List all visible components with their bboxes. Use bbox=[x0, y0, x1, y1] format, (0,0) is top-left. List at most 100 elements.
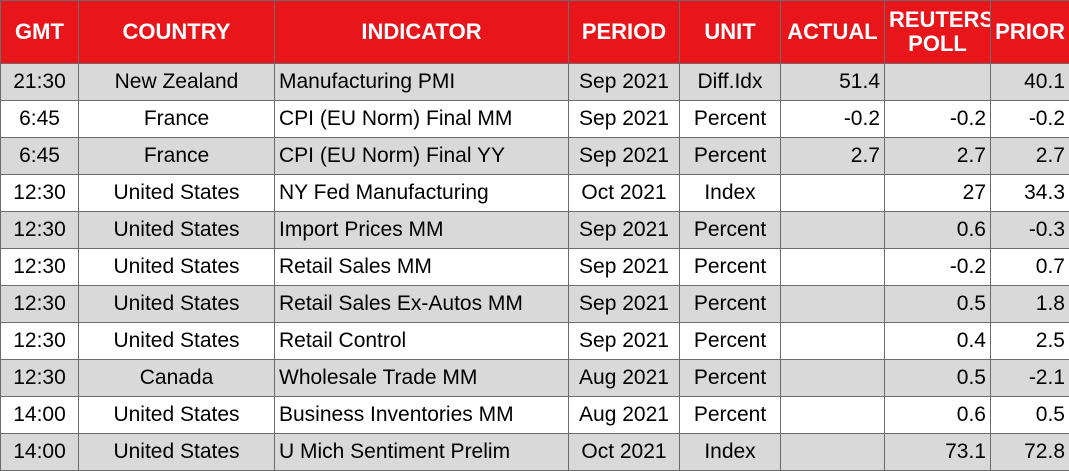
cell-unit: Diff.Idx bbox=[680, 64, 781, 101]
cell-unit: Index bbox=[680, 175, 781, 212]
header-row: GMT COUNTRY INDICATOR PERIOD UNIT ACTUAL… bbox=[1, 1, 1069, 64]
cell-indicator: NY Fed Manufacturing bbox=[275, 175, 569, 212]
cell-reuters-poll: 0.6 bbox=[885, 212, 991, 249]
cell-reuters-poll: 0.6 bbox=[885, 397, 991, 434]
cell-gmt: 12:30 bbox=[1, 360, 79, 397]
cell-reuters-poll: -0.2 bbox=[885, 249, 991, 286]
cell-country: France bbox=[79, 101, 275, 138]
cell-gmt: 21:30 bbox=[1, 64, 79, 101]
cell-gmt: 14:00 bbox=[1, 434, 79, 471]
cell-prior: 2.7 bbox=[991, 138, 1069, 175]
cell-period: Oct 2021 bbox=[569, 175, 680, 212]
cell-prior: 40.1 bbox=[991, 64, 1069, 101]
cell-indicator: Wholesale Trade MM bbox=[275, 360, 569, 397]
cell-period: Sep 2021 bbox=[569, 249, 680, 286]
header-actual: ACTUAL bbox=[781, 1, 885, 64]
cell-country: United States bbox=[79, 323, 275, 360]
cell-period: Sep 2021 bbox=[569, 64, 680, 101]
cell-reuters-poll bbox=[885, 64, 991, 101]
cell-country: United States bbox=[79, 249, 275, 286]
header-poll-line2: POLL bbox=[889, 32, 986, 56]
cell-gmt: 14:00 bbox=[1, 397, 79, 434]
cell-reuters-poll: 2.7 bbox=[885, 138, 991, 175]
cell-period: Sep 2021 bbox=[569, 212, 680, 249]
cell-actual bbox=[781, 286, 885, 323]
cell-country: United States bbox=[79, 397, 275, 434]
cell-prior: 34.3 bbox=[991, 175, 1069, 212]
cell-country: France bbox=[79, 138, 275, 175]
header-period: PERIOD bbox=[569, 1, 680, 64]
cell-indicator: CPI (EU Norm) Final MM bbox=[275, 101, 569, 138]
header-gmt: GMT bbox=[1, 1, 79, 64]
cell-gmt: 12:30 bbox=[1, 175, 79, 212]
cell-country: New Zealand bbox=[79, 64, 275, 101]
cell-prior: 2.5 bbox=[991, 323, 1069, 360]
cell-reuters-poll: 73.1 bbox=[885, 434, 991, 471]
cell-actual: 51.4 bbox=[781, 64, 885, 101]
cell-actual bbox=[781, 360, 885, 397]
cell-actual bbox=[781, 397, 885, 434]
cell-country: United States bbox=[79, 212, 275, 249]
header-prior: PRIOR bbox=[991, 1, 1069, 64]
cell-actual bbox=[781, 212, 885, 249]
cell-period: Oct 2021 bbox=[569, 434, 680, 471]
cell-indicator: Retail Sales MM bbox=[275, 249, 569, 286]
header-poll-line1: REUTERS bbox=[889, 8, 986, 32]
cell-unit: Percent bbox=[680, 138, 781, 175]
cell-unit: Percent bbox=[680, 286, 781, 323]
cell-indicator: Retail Control bbox=[275, 323, 569, 360]
cell-reuters-poll: 27 bbox=[885, 175, 991, 212]
cell-unit: Percent bbox=[680, 212, 781, 249]
cell-unit: Percent bbox=[680, 323, 781, 360]
cell-unit: Percent bbox=[680, 249, 781, 286]
cell-prior: 0.7 bbox=[991, 249, 1069, 286]
cell-actual bbox=[781, 249, 885, 286]
cell-period: Aug 2021 bbox=[569, 397, 680, 434]
cell-prior: 72.8 bbox=[991, 434, 1069, 471]
cell-unit: Index bbox=[680, 434, 781, 471]
cell-actual: -0.2 bbox=[781, 101, 885, 138]
cell-prior: 1.8 bbox=[991, 286, 1069, 323]
cell-unit: Percent bbox=[680, 101, 781, 138]
cell-gmt: 6:45 bbox=[1, 101, 79, 138]
cell-prior: -0.3 bbox=[991, 212, 1069, 249]
cell-country: United States bbox=[79, 286, 275, 323]
cell-reuters-poll: 0.5 bbox=[885, 360, 991, 397]
cell-reuters-poll: -0.2 bbox=[885, 101, 991, 138]
cell-period: Sep 2021 bbox=[569, 286, 680, 323]
cell-prior: 0.5 bbox=[991, 397, 1069, 434]
cell-country: Canada bbox=[79, 360, 275, 397]
cell-actual bbox=[781, 434, 885, 471]
cell-gmt: 12:30 bbox=[1, 212, 79, 249]
cell-gmt: 12:30 bbox=[1, 323, 79, 360]
cell-indicator: Import Prices MM bbox=[275, 212, 569, 249]
header-reuters-poll: REUTERS POLL bbox=[885, 1, 991, 64]
cell-actual: 2.7 bbox=[781, 138, 885, 175]
cell-period: Sep 2021 bbox=[569, 138, 680, 175]
cell-period: Sep 2021 bbox=[569, 101, 680, 138]
cell-gmt: 12:30 bbox=[1, 249, 79, 286]
cell-gmt: 12:30 bbox=[1, 286, 79, 323]
cell-prior: -0.2 bbox=[991, 101, 1069, 138]
cell-actual bbox=[781, 175, 885, 212]
cell-period: Sep 2021 bbox=[569, 323, 680, 360]
cell-indicator: CPI (EU Norm) Final YY bbox=[275, 138, 569, 175]
cell-period: Aug 2021 bbox=[569, 360, 680, 397]
cell-country: United States bbox=[79, 434, 275, 471]
cell-indicator: Business Inventories MM bbox=[275, 397, 569, 434]
cell-reuters-poll: 0.5 bbox=[885, 286, 991, 323]
cell-indicator: Manufacturing PMI bbox=[275, 64, 569, 101]
cell-reuters-poll: 0.4 bbox=[885, 323, 991, 360]
cell-prior: -2.1 bbox=[991, 360, 1069, 397]
cell-unit: Percent bbox=[680, 360, 781, 397]
